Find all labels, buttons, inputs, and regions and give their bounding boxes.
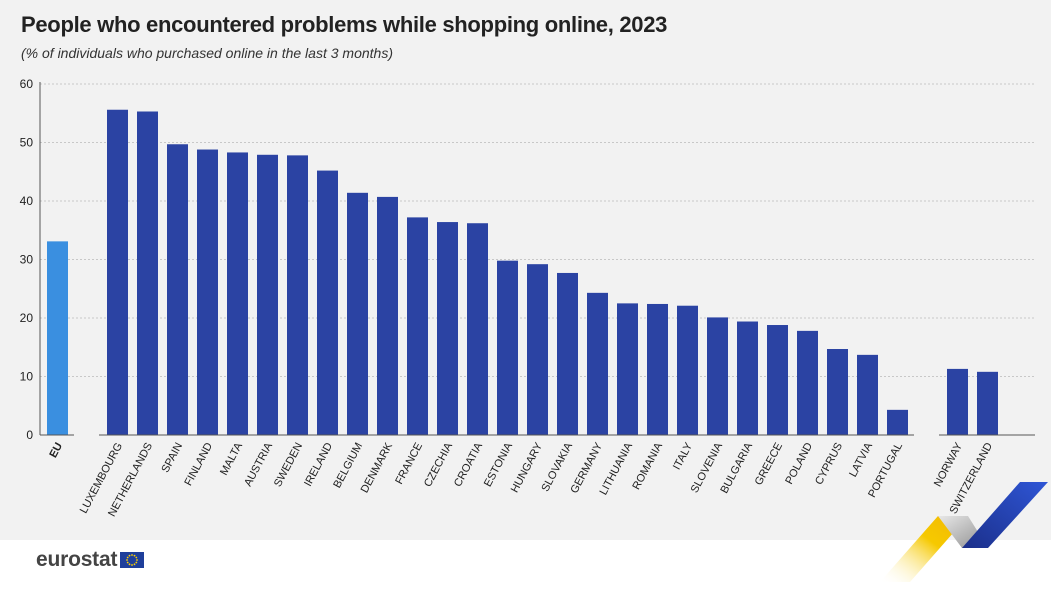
bar-hungary: [527, 264, 548, 435]
y-tick-label: 60: [20, 77, 34, 91]
flag-star: [127, 561, 129, 564]
bar-spain: [167, 144, 188, 435]
x-tick-label-cyprus: CYPRUS: [813, 441, 845, 487]
bar-norway: [947, 368, 968, 435]
bar-estonia: [497, 260, 518, 435]
eurostat-logo: eurostat: [36, 548, 145, 572]
bar-latvia: [857, 354, 878, 435]
flag-star: [126, 559, 129, 561]
x-tick-label-czechia: CZECHIA: [422, 440, 456, 489]
x-tick-label-spain: SPAIN: [159, 441, 185, 475]
flag-star: [135, 556, 138, 559]
flag-star: [131, 564, 134, 566]
x-axis: [39, 82, 1035, 436]
bar-france: [407, 217, 428, 435]
x-tick-label-sweden: SWEDEN: [272, 441, 305, 489]
bar-denmark: [377, 196, 398, 435]
logo-text: eurostat: [36, 548, 118, 571]
bar-slovenia: [707, 317, 728, 435]
chart-subtitle: (% of individuals who purchased online i…: [21, 45, 393, 61]
eu-flag-icon: [120, 552, 145, 568]
x-tick-label-poland: POLAND: [783, 441, 815, 487]
y-tick-label: 30: [20, 253, 34, 267]
x-tick-label-belgium: BELGIUM: [331, 441, 365, 490]
bar-austria: [257, 154, 278, 435]
bar-switzerland: [977, 371, 998, 435]
y-tick-label: 50: [20, 136, 34, 150]
decorative-ribbon-icon: [880, 482, 1048, 582]
x-tick-label-italy: ITALY: [671, 440, 695, 472]
bar-czechia: [437, 222, 458, 435]
flag-star: [131, 554, 134, 556]
bar-finland: [197, 149, 218, 435]
x-tick-label-france: FRANCE: [393, 441, 425, 487]
bars: [47, 109, 998, 436]
bar-luxembourg: [107, 109, 128, 436]
x-tick-label-estonia: ESTONIA: [482, 440, 515, 489]
bar-greece: [767, 325, 788, 435]
x-tick-label-romania: ROMANIA: [630, 440, 665, 492]
bar-ireland: [317, 170, 338, 435]
bar-romania: [647, 303, 668, 435]
flag-star: [128, 563, 131, 566]
bar-portugal: [887, 409, 908, 435]
page-title: People who encountered problems while sh…: [21, 12, 668, 37]
x-tick-label-eu: EU: [47, 441, 65, 460]
flag-star: [135, 561, 138, 564]
flag-star: [128, 554, 131, 557]
flag-star: [133, 554, 136, 557]
flag-star: [136, 559, 139, 561]
bar-malta: [227, 152, 248, 435]
y-tick-label: 20: [20, 311, 34, 325]
x-tick-label-greece: GREECE: [753, 441, 785, 488]
x-tick-label-ireland: IRELAND: [302, 441, 335, 489]
x-tick-label-malta: MALTA: [218, 440, 245, 477]
x-tick-label-austria: AUSTRIA: [242, 440, 275, 488]
y-tick-label: 0: [26, 428, 33, 442]
y-tick-label: 10: [20, 370, 34, 384]
bar-italy: [677, 305, 698, 435]
bar-poland: [797, 330, 818, 435]
bar-slovakia: [557, 272, 578, 435]
bar-lithuania: [617, 303, 638, 435]
bar-croatia: [467, 223, 488, 435]
x-tick-label-denmark: DENMARK: [359, 440, 396, 495]
bar-germany: [587, 292, 608, 435]
bar-netherlands: [137, 111, 158, 436]
y-tick-label: 40: [20, 194, 34, 208]
bar-sweden: [287, 155, 308, 435]
x-tick-label-croatia: CROATIA: [452, 440, 485, 489]
y-axis: 0 10 20 30 40 50 60: [20, 77, 34, 442]
bar-belgium: [347, 192, 368, 435]
bar-eu: [47, 241, 68, 435]
bar-bulgaria: [737, 321, 758, 435]
bar-cyprus: [827, 349, 848, 435]
flag-star: [127, 556, 129, 559]
flag-star: [133, 563, 136, 566]
x-tick-label-finland: FINLAND: [182, 441, 215, 488]
